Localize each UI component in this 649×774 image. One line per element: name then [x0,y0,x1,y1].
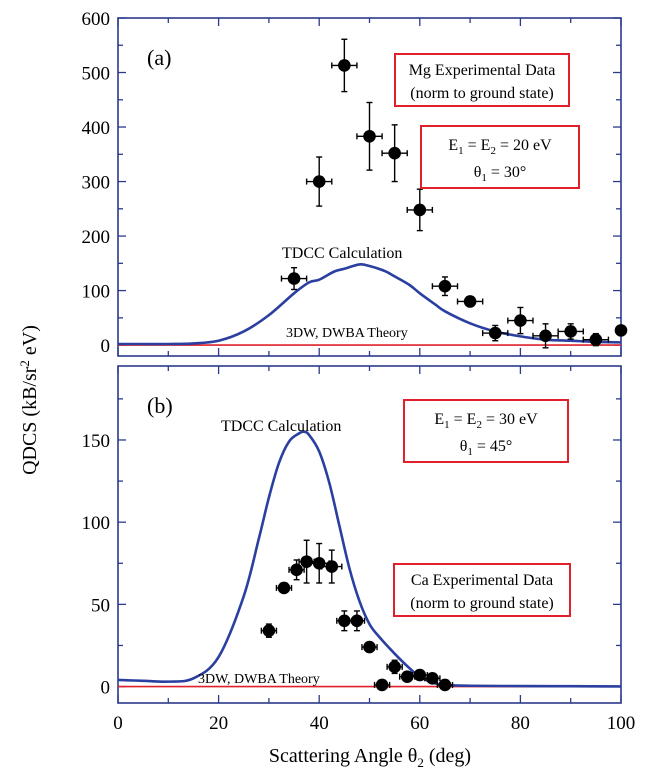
data-point [275,581,293,595]
x-tick-label: 80 [511,713,530,734]
x-tick-label: 0 [113,713,123,734]
data-point [557,323,584,340]
data-point [431,276,459,297]
panel-b-data-points [260,539,454,692]
data-point [331,38,358,93]
panel-a-dw-label: 3DW, DWBA Theory [286,326,408,341]
y-tick-label: 100 [82,513,111,534]
x-tick-label: 60 [410,713,429,734]
y-tick-label: 150 [82,431,111,452]
data-point [260,623,278,638]
panel-b-tdcc-label: TDCC Calculation [221,418,341,435]
data-point [361,640,378,654]
panel-a-tdcc-curve [117,263,622,346]
panel-b-experiment-line1: Ca Experimental Data [411,572,553,589]
data-point [406,188,434,232]
panel-b-dw-label: 3DW, DWBA Theory [198,672,320,687]
panel-a-y-tick-labels: 0 100 200 300 400 500 600 [82,9,111,357]
panel-b-y-tick-labels: 0 50 100 150 [82,431,111,699]
data-point [356,101,383,171]
data-point [321,549,343,584]
x-tick-labels: 0 20 40 60 80 100 [113,713,635,734]
data-point [305,156,333,207]
data-point [481,324,509,342]
data-point [532,323,559,349]
panel-a-experiment-line2: (norm to ground state) [410,85,554,102]
y-tick-label: 50 [91,595,110,616]
data-point [456,295,484,308]
panel-a-experiment-line1: Mg Experimental Data [409,62,556,79]
panel-b-energy-box: E1 = E2 = 30 eV θ1 = 45° [403,399,569,463]
x-tick-label: 40 [310,713,329,734]
panel-b-energy-line1: E1 = E2 = 30 eV [434,411,538,431]
panel-a-energy-box: E1 = E2 = 20 eV θ1 = 30° [420,125,580,189]
panel-a-angle-line: θ1 = 30° [474,164,527,184]
data-point [348,610,366,632]
y-tick-label: 500 [82,64,111,85]
panel-a-experiment-box: Mg Experimental Data (norm to ground sta… [394,53,570,107]
data-point [507,306,534,335]
data-point [308,542,330,584]
y-tick-label: 0 [101,678,111,699]
data-point [373,678,391,692]
data-point [298,539,315,584]
data-point [280,266,308,291]
data-point [411,668,429,682]
y-axis-title: QDCS (kB/sr2 eV) [17,325,41,475]
x-axis-title: Scattering Angle θ2 (deg) [269,745,471,770]
panel-a-data-points [280,38,628,349]
panel-a: 0 100 200 300 400 500 600 (a) TDCC Calculation… [82,9,628,357]
panel-a-tdcc-label: TDCC Calculation [282,245,402,262]
panel-a-energy-line1: E1 = E2 = 20 eV [448,137,552,157]
x-tick-label: 20 [209,713,228,734]
panel-b-tag: (b) [147,393,173,418]
panel-b: 0 50 100 150 (b) TDCC Calculation 3DW, DWBA… [82,365,622,704]
y-tick-label: 100 [82,282,111,303]
data-point [288,559,305,581]
panel-a-tag: (a) [147,45,171,70]
data-point [436,678,454,692]
panel-b-experiment-line2: (norm to ground state) [410,595,554,612]
data-point [381,124,408,183]
panel-b-angle-line: θ1 = 45° [460,438,513,458]
data-point [386,659,403,675]
data-point [424,672,441,685]
y-tick-label: 600 [82,9,111,30]
data-point [614,324,628,337]
y-tick-label: 200 [82,227,111,248]
panel-b-experiment-box: Ca Experimental Data (norm to ground sta… [393,563,571,617]
y-tick-label: 400 [82,118,111,139]
y-tick-label: 300 [82,173,111,194]
y-tick-label: 0 [101,336,111,357]
data-point [582,332,610,347]
x-tick-label: 100 [607,713,636,734]
